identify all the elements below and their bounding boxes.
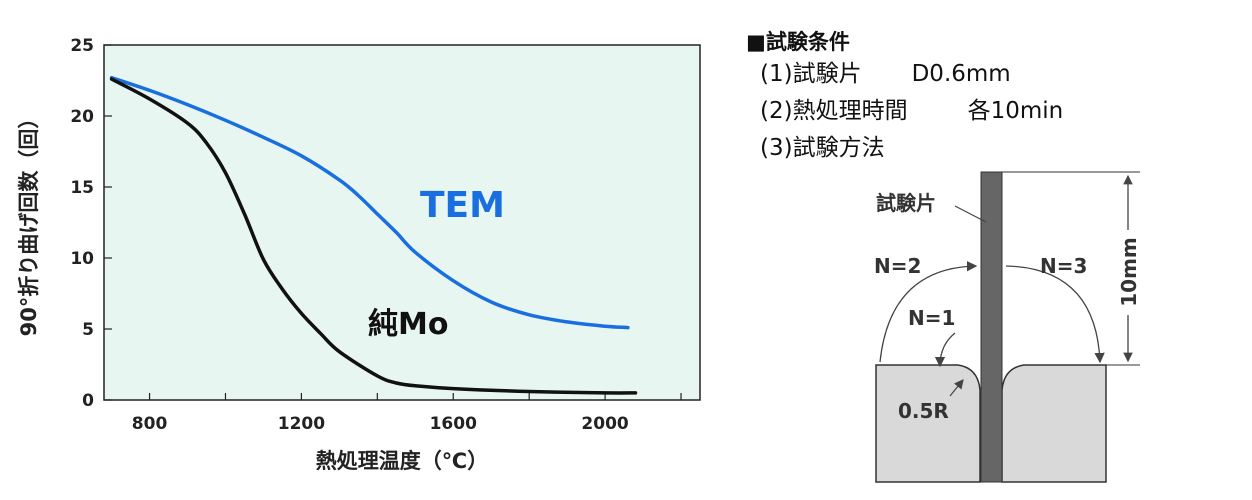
bend-arc-n3 — [1005, 265, 1105, 364]
x-tick-label: 2000 — [581, 414, 628, 434]
conditions-heading: ■試験条件 — [746, 30, 850, 54]
y-tick-label: 20 — [70, 107, 94, 127]
bend-test-diagram: 10mm 試験片 N=2 N=3 N=1 0.5R — [874, 171, 1140, 483]
y-tick-label: 15 — [70, 178, 94, 198]
clamp-left — [875, 364, 981, 483]
series-line-0 — [109, 75, 630, 330]
x-tick-label: 1200 — [278, 414, 325, 434]
y-axis: 0 5 10 15 20 25 — [70, 36, 112, 411]
condition-label: (3)試験方法 — [760, 135, 885, 161]
condition-specimen: (1)試験片 D0.6mm — [760, 56, 1246, 93]
test-conditions: ■試験条件 (1)試験片 D0.6mm (2)熱処理時間 各10min (3)試験方… — [746, 28, 1246, 167]
label-radius: 0.5R — [898, 399, 949, 423]
chart: 0 5 10 15 20 25 800 1200 1600 2000 TEM 純Mo 熱処理温度… — [17, 36, 701, 473]
condition-label: (1)試験片 — [760, 61, 862, 87]
label-n3: N=3 — [1040, 254, 1087, 278]
series-line-1 — [109, 77, 638, 395]
specimen-leader — [954, 205, 987, 223]
dimension-label: 10mm — [1117, 237, 1140, 307]
bend-arc-n2 — [879, 261, 978, 363]
radius-leader — [949, 379, 964, 397]
x-axis-title: 熱処理温度（℃） — [316, 449, 488, 473]
y-tick-label: 10 — [70, 249, 94, 269]
plot-area — [103, 44, 701, 401]
series-label-mo: 純Mo — [368, 307, 448, 342]
x-tick-label: 800 — [132, 414, 168, 434]
y-tick-label: 25 — [70, 36, 94, 56]
condition-label: (2)熱処理時間 — [760, 98, 908, 124]
specimen-label: 試験片 — [876, 191, 936, 215]
condition-method: (3)試験方法 — [760, 130, 1246, 167]
label-n2: N=2 — [874, 254, 921, 278]
specimen-rod — [980, 171, 1003, 483]
condition-heat-time: (2)熱処理時間 各10min — [760, 93, 1246, 130]
y-axis-title: 90°折り曲げ回数（回） — [17, 108, 41, 337]
condition-value: 各10min — [967, 98, 1064, 124]
x-tick-label: 1600 — [430, 414, 477, 434]
y-tick-label: 0 — [82, 391, 94, 411]
label-n1: N=1 — [908, 306, 955, 330]
clamp-right — [1001, 364, 1107, 483]
y-tick-label: 5 — [82, 320, 94, 340]
condition-value: D0.6mm — [911, 61, 1011, 87]
bend-arc-n1 — [934, 332, 956, 368]
x-axis: 800 1200 1600 2000 — [132, 393, 682, 434]
series-lines — [109, 75, 638, 395]
series-label-tem: TEM — [420, 185, 505, 226]
